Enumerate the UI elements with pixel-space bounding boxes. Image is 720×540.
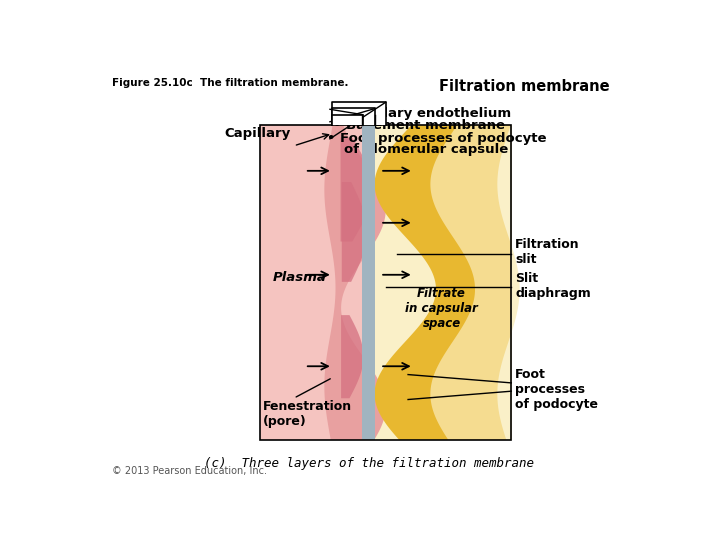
Polygon shape bbox=[374, 125, 511, 440]
Text: Filtrate
in capsular
space: Filtrate in capsular space bbox=[405, 287, 478, 329]
Polygon shape bbox=[431, 125, 511, 440]
Text: Figure 25.10c  The filtration membrane.: Figure 25.10c The filtration membrane. bbox=[112, 78, 348, 88]
Polygon shape bbox=[342, 182, 366, 282]
Text: (c)  Three layers of the filtration membrane: (c) Three layers of the filtration membr… bbox=[204, 457, 534, 470]
Bar bbox=[332, 109, 375, 125]
Polygon shape bbox=[498, 125, 520, 440]
Text: of glomerular capsule: of glomerular capsule bbox=[344, 143, 508, 156]
Text: • Basement membrane: • Basement membrane bbox=[333, 119, 505, 132]
Text: Filtration
slit: Filtration slit bbox=[516, 238, 580, 266]
Bar bbox=[374, 125, 511, 440]
Polygon shape bbox=[341, 138, 372, 241]
Text: • Capillary endothelium: • Capillary endothelium bbox=[333, 107, 511, 120]
Text: © 2013 Pearson Education, Inc.: © 2013 Pearson Education, Inc. bbox=[112, 465, 267, 476]
Polygon shape bbox=[325, 125, 386, 440]
Text: • Foot processes of podocyte: • Foot processes of podocyte bbox=[327, 132, 546, 145]
Text: Foot
processes
of podocyte: Foot processes of podocyte bbox=[516, 368, 598, 411]
Bar bbox=[362, 125, 374, 440]
Text: Capillary: Capillary bbox=[225, 127, 291, 140]
Bar bbox=[332, 102, 386, 125]
Polygon shape bbox=[341, 315, 364, 399]
Text: Plasma: Plasma bbox=[272, 271, 326, 284]
Text: Filtration membrane: Filtration membrane bbox=[438, 79, 609, 94]
Bar bbox=[332, 114, 363, 125]
Text: Slit
diaphragm: Slit diaphragm bbox=[516, 272, 591, 300]
Bar bbox=[260, 125, 511, 440]
Bar bbox=[260, 125, 364, 440]
Text: Fenestration
(pore): Fenestration (pore) bbox=[263, 400, 352, 428]
